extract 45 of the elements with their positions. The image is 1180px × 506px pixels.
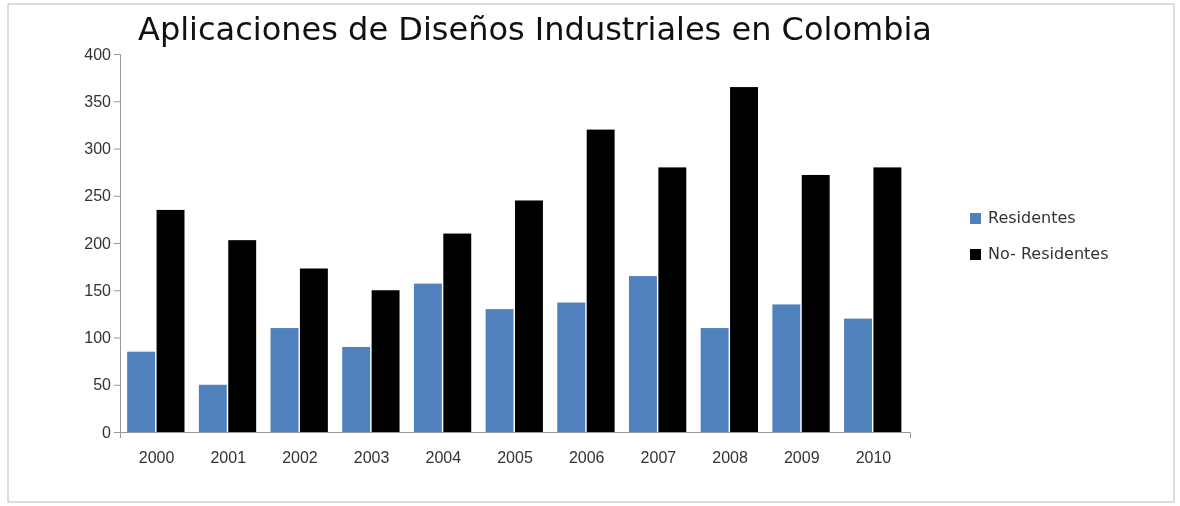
x-tick-label: 2004 bbox=[425, 449, 462, 467]
bar bbox=[586, 129, 615, 432]
bar bbox=[658, 167, 687, 432]
bar bbox=[270, 328, 299, 432]
y-tick-label: 300 bbox=[84, 140, 112, 158]
x-tick-label: 2010 bbox=[855, 449, 892, 467]
y-tick-label: 150 bbox=[84, 281, 112, 299]
x-tick-label: 2002 bbox=[282, 449, 318, 467]
bar bbox=[772, 304, 801, 432]
y-tick-label: 0 bbox=[102, 423, 112, 441]
x-tick-label: 2007 bbox=[640, 449, 677, 467]
x-tick-label: 2009 bbox=[783, 449, 820, 467]
legend-label: No- Residentes bbox=[988, 244, 1109, 263]
x-tick-label: 2005 bbox=[497, 449, 533, 467]
bar bbox=[557, 302, 586, 432]
x-tick-label: 2003 bbox=[353, 449, 390, 467]
bar bbox=[299, 268, 328, 432]
y-tick-label: 400 bbox=[84, 45, 112, 63]
x-tick-label: 2006 bbox=[568, 449, 605, 467]
x-tick-label: 2001 bbox=[210, 449, 247, 467]
bar bbox=[156, 209, 185, 432]
bar bbox=[873, 167, 902, 432]
bar bbox=[228, 240, 257, 432]
y-tick-label: 350 bbox=[84, 92, 112, 110]
bar bbox=[730, 87, 758, 432]
bar bbox=[485, 309, 514, 432]
bar bbox=[515, 200, 543, 432]
legend-label: Residentes bbox=[988, 208, 1076, 227]
bar bbox=[700, 328, 729, 432]
y-tick-label: 200 bbox=[84, 234, 112, 252]
bar bbox=[844, 318, 872, 432]
x-tick-label: 2008 bbox=[712, 449, 748, 467]
y-tick-label: 100 bbox=[84, 329, 112, 347]
y-tick-label: 250 bbox=[84, 187, 112, 205]
y-tick-label: 50 bbox=[93, 376, 112, 394]
chart-title: Aplicaciones de Diseños Industriales en Colombia bbox=[138, 10, 932, 48]
bar bbox=[413, 283, 442, 432]
bar bbox=[342, 346, 371, 432]
bar bbox=[443, 233, 472, 432]
bar bbox=[371, 290, 400, 432]
bar bbox=[127, 351, 156, 432]
x-tick-label: 2000 bbox=[138, 449, 175, 467]
bar bbox=[801, 174, 830, 432]
bar bbox=[198, 384, 227, 432]
bar bbox=[628, 276, 657, 432]
